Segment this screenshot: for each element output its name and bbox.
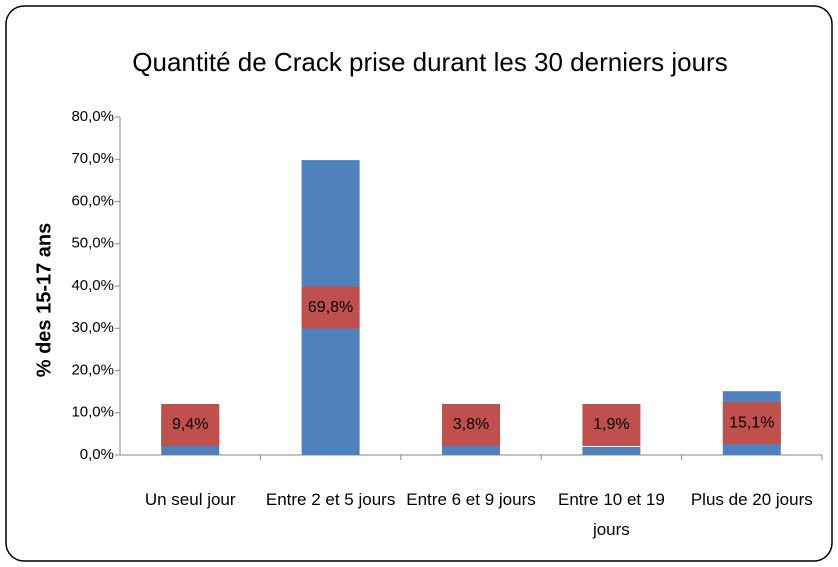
y-tick-label: 20,0% (71, 361, 114, 378)
y-tick-label: 70,0% (71, 150, 114, 167)
y-tick-label: 0,0% (80, 446, 114, 463)
data-label: 9,4% (172, 416, 208, 433)
data-label-box (301, 286, 360, 329)
data-label: 3,8% (453, 416, 489, 433)
x-tick-label: Entre 2 et 5 jours (265, 490, 396, 509)
data-label: 15,1% (729, 414, 774, 431)
data-label: 69,8% (308, 299, 353, 316)
chart-border (5, 5, 833, 562)
y-tick-label: 80,0% (71, 108, 114, 125)
data-label-box (582, 404, 641, 446)
x-tick-label: Entre 6 et 9 jours (406, 490, 536, 509)
chart-title: Quantité de Crack prise durant les 30 de… (132, 47, 727, 77)
y-tick-label: 10,0% (71, 404, 114, 421)
y-tick-label: 60,0% (71, 192, 114, 209)
bar (582, 446, 641, 455)
y-tick-label: 40,0% (71, 277, 114, 294)
x-tick-label: Un seul jour (144, 490, 236, 509)
x-tick-label: Plus de 20 jours (690, 490, 813, 509)
y-tick-label: 30,0% (71, 319, 114, 336)
data-label-box (442, 404, 500, 446)
data-label: 1,9% (593, 416, 629, 433)
y-axis-title: % des 15-17 ans (33, 223, 55, 378)
data-label-box (722, 402, 781, 445)
y-tick-label: 50,0% (71, 235, 114, 252)
x-tick-label: Entre 10 et 19 jours (557, 490, 665, 539)
data-label-box (161, 404, 220, 446)
